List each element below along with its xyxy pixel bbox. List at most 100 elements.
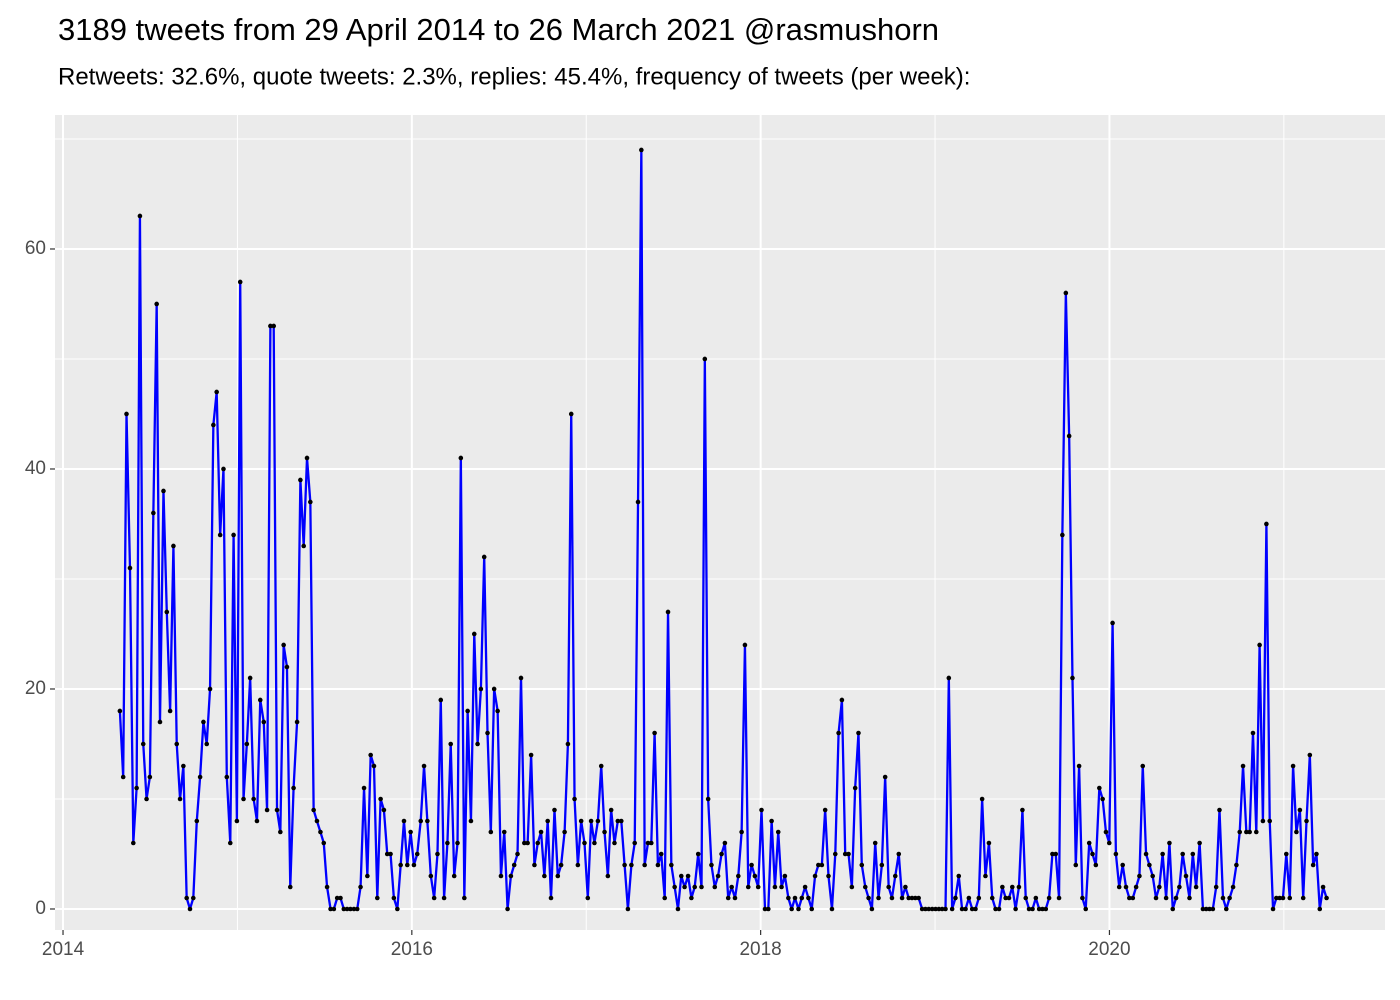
data-point [575, 862, 581, 868]
data-point [511, 862, 517, 868]
data-point [739, 829, 744, 835]
data-point [702, 356, 708, 362]
data-point [759, 807, 764, 813]
data-point [939, 906, 945, 912]
data-point [1247, 829, 1252, 835]
data-point [782, 873, 788, 879]
data-point [164, 609, 170, 615]
data-point [1177, 884, 1182, 890]
data-point [408, 829, 413, 835]
data-point [789, 906, 794, 912]
data-point [966, 895, 972, 901]
data-point [478, 686, 484, 692]
data-point [157, 719, 163, 725]
data-point [809, 906, 815, 912]
data-point [819, 862, 825, 868]
data-point [906, 895, 912, 901]
data-point [171, 543, 176, 549]
data-point [1200, 906, 1206, 912]
data-point [1040, 906, 1045, 912]
y-tick-label: 0 [35, 898, 46, 919]
data-point [1227, 895, 1232, 901]
data-point [632, 840, 638, 846]
data-point [144, 796, 149, 802]
data-point [889, 895, 895, 901]
data-point [1217, 807, 1222, 813]
data-point [231, 532, 236, 538]
data-point [247, 675, 253, 681]
data-point [705, 796, 711, 802]
data-point [842, 851, 848, 857]
data-point [1173, 895, 1179, 901]
data-point [462, 895, 467, 901]
data-point [892, 873, 898, 879]
data-point [418, 818, 424, 824]
data-point [692, 884, 698, 890]
data-point [736, 873, 741, 879]
data-point [762, 906, 768, 912]
data-point [1116, 884, 1122, 890]
data-point [264, 807, 270, 813]
data-point [598, 763, 604, 769]
data-point [1277, 895, 1282, 901]
data-point [1147, 862, 1152, 868]
data-point [1180, 851, 1185, 857]
data-point [1083, 906, 1089, 912]
data-point [227, 840, 233, 846]
data-point [856, 730, 861, 736]
data-point [588, 818, 594, 824]
data-point [1153, 895, 1159, 901]
data-point [896, 851, 902, 857]
data-point [1000, 884, 1005, 890]
data-point [608, 807, 614, 813]
data-point [799, 895, 805, 901]
data-point [1086, 840, 1092, 846]
data-point [849, 884, 855, 890]
data-point [1280, 895, 1286, 901]
data-point [1160, 851, 1165, 857]
data-point [1234, 862, 1239, 868]
data-point [545, 818, 550, 824]
data-point [933, 906, 938, 912]
data-point [709, 862, 714, 868]
data-point [1123, 884, 1129, 890]
data-point [298, 477, 303, 483]
data-point [953, 895, 958, 901]
data-point [257, 697, 263, 703]
data-point [1030, 906, 1035, 912]
data-point [976, 895, 982, 901]
data-point [328, 906, 333, 912]
data-point [565, 741, 571, 747]
data-point [699, 884, 704, 890]
data-point [1110, 620, 1115, 626]
data-point [201, 719, 206, 725]
data-point [1076, 763, 1082, 769]
data-point [662, 895, 668, 901]
data-point [822, 807, 828, 813]
data-point [1294, 829, 1299, 835]
data-point [969, 906, 975, 912]
data-point [1127, 895, 1132, 901]
data-point [766, 906, 771, 912]
data-point [602, 829, 607, 835]
data-point [311, 807, 316, 813]
data-point [669, 862, 674, 868]
data-point [1324, 895, 1329, 901]
data-point [475, 741, 480, 747]
data-point [829, 906, 835, 912]
data-point [1003, 895, 1008, 901]
data-point [221, 466, 226, 472]
data-point [1010, 884, 1015, 890]
data-point [592, 840, 597, 846]
data-point [1210, 906, 1216, 912]
data-point [1080, 895, 1085, 901]
data-point [1213, 884, 1219, 890]
data-point [1137, 873, 1142, 879]
data-point [207, 686, 213, 692]
data-point [816, 862, 821, 868]
data-point [368, 752, 373, 758]
data-point [1270, 906, 1276, 912]
data-point [612, 840, 617, 846]
data-point [167, 708, 173, 714]
